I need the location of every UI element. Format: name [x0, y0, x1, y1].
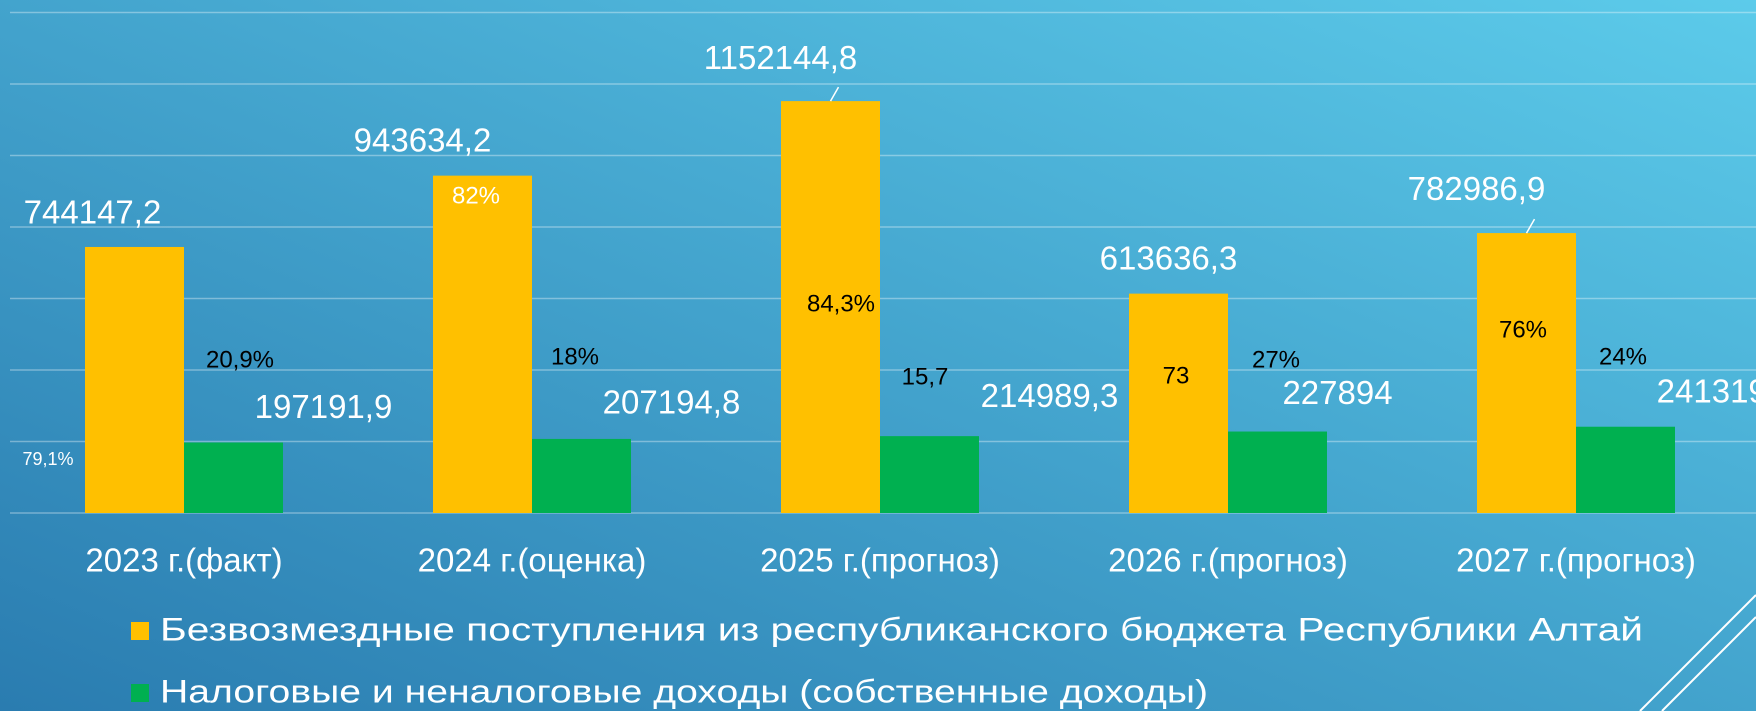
share-label: 82% — [452, 182, 500, 209]
bar — [532, 438, 631, 513]
bar — [1228, 431, 1327, 513]
bar — [781, 101, 880, 514]
leader-line — [829, 86, 840, 102]
share-label: 27% — [1252, 346, 1300, 373]
bar — [433, 175, 532, 514]
data-label: 782986,9 — [1408, 170, 1546, 207]
bar — [1576, 426, 1675, 513]
data-label: 613636,3 — [1100, 239, 1238, 276]
share-label: 20,9% — [206, 346, 274, 373]
bar — [1477, 233, 1576, 513]
bar — [880, 436, 979, 513]
x-tick-label: 2024 г.(оценка) — [418, 542, 647, 579]
bar — [85, 246, 184, 513]
share-label: 18% — [551, 343, 599, 370]
bar — [1129, 293, 1228, 513]
x-tick-label: 2027 г.(прогноз) — [1456, 542, 1696, 579]
legend-label: Налоговые и неналоговые доходы (собствен… — [160, 673, 1208, 709]
decor-lines — [1639, 594, 1756, 711]
share-label: 79,1% — [22, 449, 73, 469]
share-label: 15,7 — [902, 363, 949, 390]
data-label: 943634,2 — [354, 121, 492, 158]
x-tick-label: 2023 г.(факт) — [85, 542, 282, 579]
data-label: 241319,3 — [1657, 372, 1756, 409]
leader-line — [1525, 218, 1536, 234]
x-tick-label: 2025 г.(прогноз) — [760, 542, 1000, 579]
data-label: 207194,8 — [603, 384, 741, 421]
share-label: 73 — [1163, 362, 1190, 389]
share-label: 84,3% — [807, 290, 875, 317]
data-label: 744147,2 — [24, 194, 162, 231]
data-label: 1152144,8 — [704, 39, 858, 76]
data-label: 214989,3 — [981, 377, 1119, 414]
bar — [184, 442, 283, 513]
share-label: 24% — [1599, 343, 1647, 370]
share-label: 76% — [1499, 316, 1547, 343]
legend-swatch — [131, 622, 149, 640]
legend-swatch — [131, 684, 149, 702]
data-label: 227894 — [1282, 374, 1392, 411]
x-tick-label: 2026 г.(прогноз) — [1108, 542, 1348, 579]
legend-label: Безвозмездные поступления из республикан… — [160, 611, 1643, 647]
data-label: 197191,9 — [255, 388, 393, 425]
